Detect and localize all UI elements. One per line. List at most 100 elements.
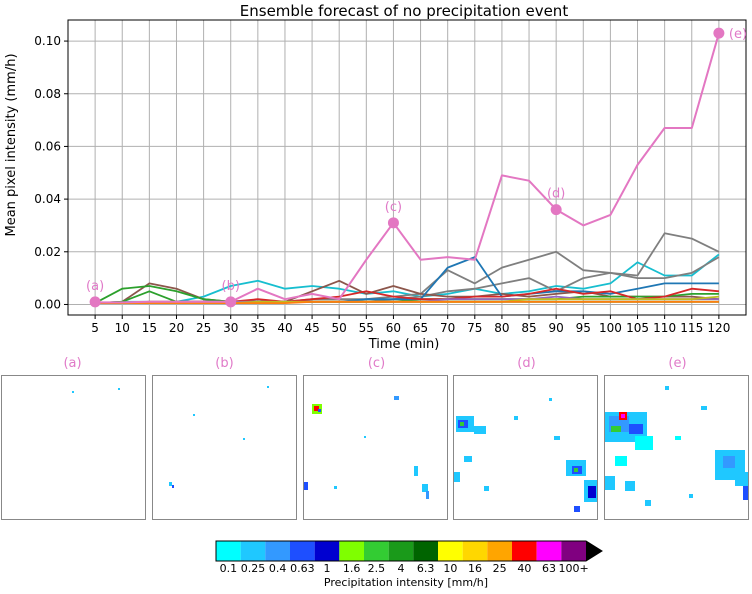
series-line-11 [95,32,720,304]
x-tick-label: 120 [707,321,730,335]
precip-map-panel-e [604,375,749,520]
panel-label-c: (c) [367,356,386,371]
colorbar-segment [240,541,266,561]
colorbar-tick-label: 0.25 [240,562,266,575]
precip-map-e [605,386,748,506]
x-tick-label: 40 [277,321,292,335]
colorbar-tick-label: 16 [468,562,482,575]
colorbar-segment [487,541,512,561]
colorbar-extend-arrow [586,541,602,561]
panel-label-b: (b) [215,356,234,371]
x-axis-label: Time (min) [368,337,440,352]
annotation-marker [713,27,725,39]
x-tick-label: 85 [521,321,536,335]
annotation-marker [387,217,399,229]
colorbar-tick-label: 0.63 [290,562,315,575]
y-axis-label: Mean pixel intensity (mm/h) [4,53,19,236]
precip-map-b [169,386,269,488]
panel-label-a: (a) [63,356,82,371]
colorbar-segment [561,541,586,561]
colorbar-segment [462,541,488,561]
annotation-marker [550,204,562,216]
annotation-label: (e) [729,27,747,42]
colorbar-tick-label: 6.3 [416,562,435,575]
grid-layer [68,20,746,315]
x-tick-label: 115 [680,321,703,335]
annotation-label: (b) [222,279,240,294]
y-tick-label: 0.00 [34,297,61,311]
x-tick-label: 110 [653,321,676,335]
colorbar-tick-label: 0.1 [219,562,238,575]
x-tick-label: 105 [626,321,649,335]
axis-layer: 5 10 15 20 25 30 35 40 45 50 55 60 65 70 75 80 85 90 95 100… [34,19,747,335]
main-chart: Ensemble forecast of no precipitation ev… [4,2,747,352]
colorbar-segment [536,541,562,561]
y-tick-label: 0.04 [34,192,61,206]
annotation-marker [225,296,237,308]
x-tick-label: 15 [142,321,157,335]
x-tick-label: 35 [250,321,265,335]
x-tick-label: 20 [169,321,184,335]
colorbar-segment [364,541,389,561]
colorbar-tick-label: 1 [323,562,331,575]
colorbar-tick-label: 40 [517,562,532,575]
y-tick-label: 0.02 [34,245,61,259]
y-tick-label: 0.10 [34,34,61,48]
precip-map-panel-d [453,375,598,520]
x-tick-label: 95 [576,321,591,335]
colorbar-bar [215,540,603,562]
panel-label-d: (d) [517,356,536,371]
precip-map-panel-b [152,375,297,520]
annotation-label: (c) [385,200,402,215]
x-tick-label: 75 [467,321,482,335]
colorbar-tick-label: 25 [492,562,507,575]
plot-frame [67,19,747,316]
annotation-label: (a) [86,279,104,294]
x-tick-label: 25 [196,321,211,335]
x-tick-label: 65 [413,321,428,335]
colorbar-tick-label: 63 [542,562,556,575]
annotation-layer: (a) (b) (c) (d) (e) [86,27,747,308]
series-layer [94,32,720,305]
x-tick-label: 80 [494,321,509,335]
precip-map-c [304,396,429,499]
colorbar-segment [314,541,340,561]
colorbar-segment [290,541,315,561]
x-tick-label: 30 [223,321,238,335]
colorbar-tick-label: 1.6 [342,562,361,575]
colorbar-segment [216,541,241,561]
colorbar-segment [388,541,414,561]
annotation-label: (d) [547,187,565,202]
x-tick-label: 45 [304,321,319,335]
colorbar-tick-label: 10 [443,562,458,575]
colorbar-segment [512,541,537,561]
x-tick-label: 100 [599,321,622,335]
x-tick-label: 60 [386,321,401,335]
colorbar: 0.1 0.25 0.4 0.63 1 1.6 2.5 4 6.3 10 16 25 40 63 100+ … [212,540,612,594]
chart-title: Ensemble forecast of no precipitation ev… [240,2,569,20]
panel-label-e: (e) [668,356,687,371]
colorbar-label: Precipitation intensity [mm/h] [323,576,489,589]
annotation-marker [89,296,101,308]
colorbar-segment [339,541,364,561]
x-tick-label: 10 [115,321,130,335]
precip-map-d [454,398,597,512]
colorbar-tick-label: 2.5 [367,562,386,575]
series-line-10 [95,300,719,305]
colorbar-segment [413,541,438,561]
precip-map-a [72,388,120,393]
precip-map-panel-a [1,375,146,520]
colorbar-outline [215,540,603,562]
x-tick-label: 90 [549,321,564,335]
x-tick-label: 70 [440,321,455,335]
x-tick-label: 5 [91,321,99,335]
y-tick-label: 0.08 [34,87,61,101]
x-tick-label: 50 [332,321,347,335]
colorbar-segment [438,541,463,561]
y-tick-label: 0.06 [34,139,61,153]
x-tick-label: 55 [359,321,374,335]
colorbar-tick-label: 4 [397,562,405,575]
colorbar-tick-label: 0.4 [268,562,287,575]
colorbar-segment [265,541,290,561]
